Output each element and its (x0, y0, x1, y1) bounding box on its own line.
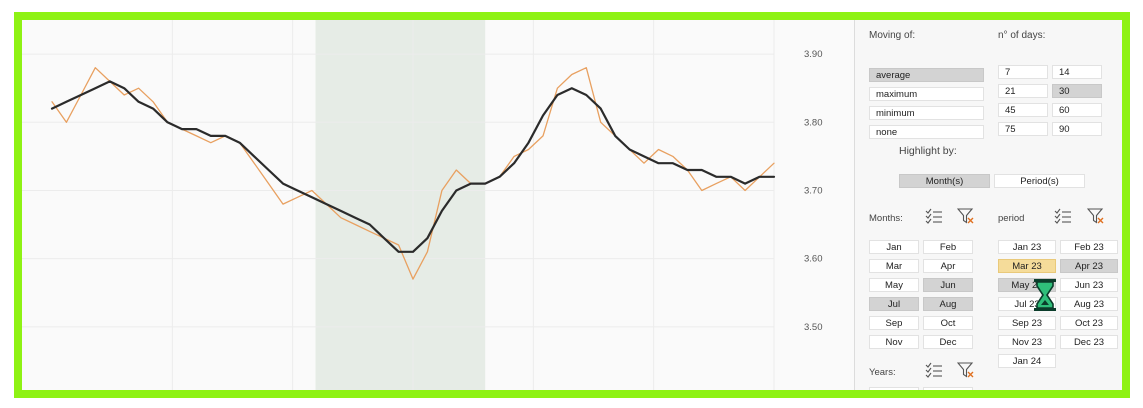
days-option-45[interactable]: 45 (998, 103, 1048, 117)
month-option-sep[interactable]: Sep (869, 316, 919, 330)
period-option-jan-23[interactable]: Jan 23 (998, 240, 1056, 254)
highlight-band (315, 20, 486, 390)
month-option-aug[interactable]: Aug (923, 297, 973, 311)
moving-option-maximum[interactable]: maximum (869, 87, 984, 101)
month-option-apr[interactable]: Apr (923, 259, 973, 273)
control-panel: Moving of: n° of days: average maximum min… (854, 20, 1122, 390)
days-option-21[interactable]: 21 (998, 84, 1048, 98)
clear-periods-filter-icon[interactable] (1086, 207, 1105, 228)
y-tick-label: 3.60 (804, 254, 823, 265)
moving-option-minimum[interactable]: minimum (869, 106, 984, 120)
period-option-dec-23[interactable]: Dec 23 (1060, 335, 1118, 349)
month-option-mar[interactable]: Mar (869, 259, 919, 273)
hourglass-cursor-icon (1033, 278, 1057, 315)
month-option-feb[interactable]: Feb (923, 240, 973, 254)
moving-of-label: Moving of: (869, 30, 916, 41)
moving-option-average[interactable]: average (869, 68, 984, 82)
month-option-may[interactable]: May (869, 278, 919, 292)
days-label: n° of days: (998, 30, 1046, 41)
month-option-oct[interactable]: Oct (923, 316, 973, 330)
month-option-dec[interactable]: Dec (923, 335, 973, 349)
y-tick-label: 3.50 (804, 322, 823, 333)
days-option-7[interactable]: 7 (998, 65, 1048, 79)
period-option-oct-23[interactable]: Oct 23 (1060, 316, 1118, 330)
years-label: Years: (869, 367, 896, 378)
period-option-jan-24[interactable]: Jan 24 (998, 354, 1056, 368)
days-option-75[interactable]: 75 (998, 122, 1048, 136)
highlight-by-label: Highlight by: (899, 145, 957, 157)
period-option-aug-23[interactable]: Aug 23 (1060, 297, 1118, 311)
highlight-option-month-s[interactable]: Month(s) (899, 174, 990, 188)
select-all-months-icon[interactable] (925, 208, 943, 227)
month-option-jun[interactable]: Jun (923, 278, 973, 292)
y-tick-label: 3.70 (804, 185, 823, 196)
month-option-jul[interactable]: Jul (869, 297, 919, 311)
select-all-periods-icon[interactable] (1054, 208, 1072, 227)
year-option-1998[interactable]: 1998 (923, 387, 973, 390)
clear-months-filter-icon[interactable] (956, 207, 975, 228)
app-frame: 3.903.803.703.603.503.40 Moving of: n° o… (14, 12, 1130, 398)
highlight-option-period-s[interactable]: Period(s) (994, 174, 1085, 188)
days-option-60[interactable]: 60 (1052, 103, 1102, 117)
period-option-nov-23[interactable]: Nov 23 (998, 335, 1056, 349)
clear-years-filter-icon[interactable] (956, 361, 975, 382)
period-option-feb-23[interactable]: Feb 23 (1060, 240, 1118, 254)
days-option-14[interactable]: 14 (1052, 65, 1102, 79)
period-option-mar-23[interactable]: Mar 23 (998, 259, 1056, 273)
y-tick-label: 3.90 (804, 49, 823, 60)
moving-average-chart: 3.903.803.703.603.503.40 (22, 20, 823, 390)
months-label: Months: (869, 213, 903, 224)
period-option-apr-23[interactable]: Apr 23 (1060, 259, 1118, 273)
month-option-jan[interactable]: Jan (869, 240, 919, 254)
period-option-sep-23[interactable]: Sep 23 (998, 316, 1056, 330)
year-option-1997[interactable]: 1997 (869, 387, 919, 390)
y-tick-label: 3.80 (804, 117, 823, 128)
month-option-nov[interactable]: Nov (869, 335, 919, 349)
period-option-jun-23[interactable]: Jun 23 (1060, 278, 1118, 292)
moving-average-line (50, 80, 776, 253)
moving-option-none[interactable]: none (869, 125, 984, 139)
days-option-90[interactable]: 90 (1052, 122, 1102, 136)
select-all-years-icon[interactable] (925, 362, 943, 381)
chart-area: 3.903.803.703.603.503.40 (22, 20, 854, 390)
period-label: period (998, 213, 1025, 224)
days-option-30[interactable]: 30 (1052, 84, 1102, 98)
